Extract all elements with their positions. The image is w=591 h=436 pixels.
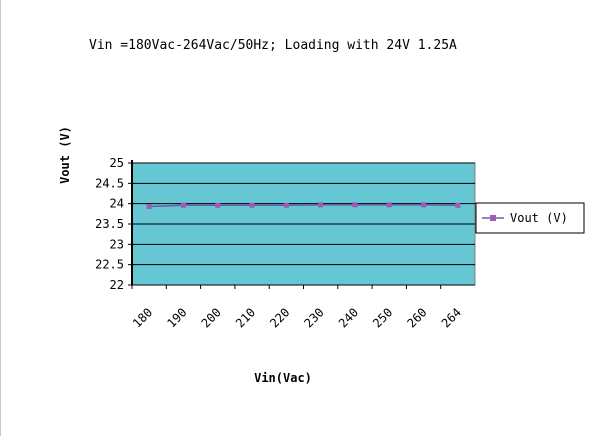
data-point — [421, 202, 427, 208]
y-tick-label: 24.5 — [95, 176, 124, 190]
legend-label: Vout (V) — [510, 211, 568, 225]
x-tick-label: 180 — [130, 305, 155, 330]
y-tick-label: 23.5 — [95, 217, 124, 231]
y-tick-label: 22 — [110, 278, 124, 292]
y-tick-label: 24 — [110, 197, 124, 211]
y-axis-title: Vout (V) — [58, 126, 72, 184]
data-point — [283, 202, 289, 208]
data-point — [249, 202, 255, 208]
x-tick-label: 260 — [404, 305, 429, 330]
x-tick-label: 200 — [199, 305, 224, 330]
x-tick-label: 220 — [267, 305, 292, 330]
x-tick-label: 250 — [370, 305, 395, 330]
legend: Vout (V) — [475, 202, 585, 234]
data-point — [318, 202, 324, 208]
x-axis-title: Vin(Vac) — [254, 371, 312, 385]
y-tick-label: 23 — [110, 237, 124, 251]
y-tick-label: 22.5 — [95, 258, 124, 272]
data-point — [455, 202, 461, 208]
data-point — [146, 204, 152, 210]
x-tick-label: 230 — [302, 305, 327, 330]
plot-area: 25 24.5 24 23.5 23 22.5 22 180 190 200 210 220 230 24… — [95, 156, 476, 330]
y-tick-label: 25 — [110, 156, 124, 170]
x-tick-label: 264 — [439, 305, 464, 330]
data-point — [180, 202, 186, 208]
x-tick-label: 210 — [233, 305, 258, 330]
chart-title: Vin =180Vac-264Vac/50Hz; Loading with 24… — [89, 38, 457, 53]
x-tick-label: 240 — [336, 305, 361, 330]
data-point — [352, 202, 358, 208]
legend-marker-swatch — [490, 215, 496, 221]
data-point — [386, 202, 392, 208]
x-tick-label: 190 — [164, 305, 189, 330]
data-point — [215, 202, 221, 208]
series-line — [149, 204, 458, 208]
